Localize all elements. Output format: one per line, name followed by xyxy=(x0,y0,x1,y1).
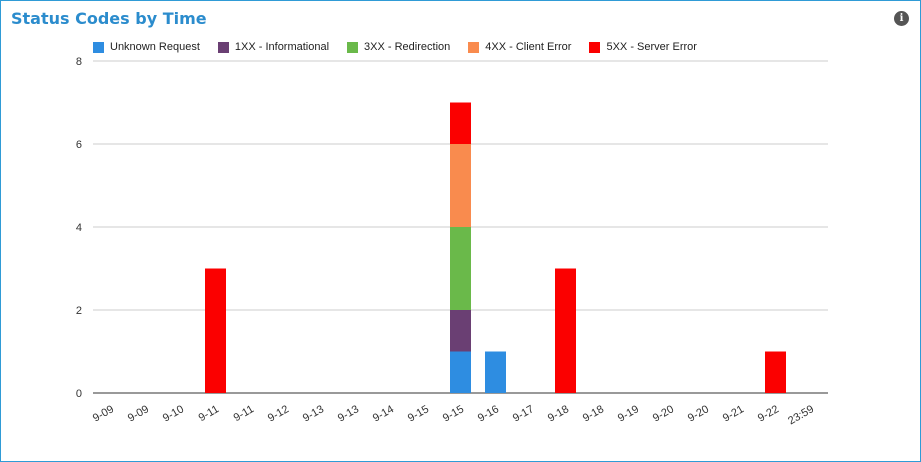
legend-label: 3XX - Redirection xyxy=(364,41,451,53)
x-tick-label: 9-20 xyxy=(651,403,676,424)
legend-label: Unknown Request xyxy=(110,41,200,53)
legend-label: 1XX - Informational xyxy=(234,41,330,53)
x-tick-label: 9-17 xyxy=(511,403,536,424)
x-tick-label: 9-15 xyxy=(406,403,431,424)
x-tick-label: 9-11 xyxy=(232,403,256,424)
chart-legend: Unknown Request 1XX - Informational 3XX - … xyxy=(93,41,715,53)
x-tick-label: 9-21 xyxy=(721,403,746,424)
bar-segment[interactable] xyxy=(450,144,471,227)
bar-segment[interactable] xyxy=(450,310,471,352)
legend-item[interactable]: 3XX - Redirection xyxy=(347,41,450,53)
bar-segment[interactable] xyxy=(555,268,576,394)
legend-item[interactable]: Unknown Request xyxy=(93,41,200,53)
y-tick-label: 2 xyxy=(76,305,82,317)
x-tick-label: 9-09 xyxy=(91,403,116,424)
y-tick-label: 8 xyxy=(76,56,82,68)
x-tick-label: 9-09 xyxy=(126,403,151,424)
info-icon[interactable]: i xyxy=(894,11,909,26)
legend-swatch xyxy=(347,41,359,53)
x-tick-label: 9-10 xyxy=(161,403,186,424)
x-tick-label: 9-18 xyxy=(546,403,571,424)
x-tick-label: 9-19 xyxy=(616,403,641,424)
bar-segment[interactable] xyxy=(205,268,226,394)
legend-swatch xyxy=(589,41,601,53)
y-tick-label: 4 xyxy=(76,222,82,234)
x-tick-label: 9-18 xyxy=(581,403,606,424)
legend-item[interactable]: 4XX - Client Error xyxy=(468,41,571,53)
legend-swatch xyxy=(93,41,104,53)
x-tick-label: 9-13 xyxy=(301,403,326,424)
y-tick-label: 6 xyxy=(76,139,82,151)
y-tick-label: 0 xyxy=(76,388,82,400)
legend-label: 5XX - Server Error xyxy=(606,41,697,53)
legend-swatch xyxy=(468,41,480,53)
bar-segment[interactable] xyxy=(450,351,471,394)
widget-title: Status Codes by Time xyxy=(11,9,207,28)
bar-segment[interactable] xyxy=(485,351,506,394)
legend-label: 4XX - Client Error xyxy=(485,41,572,53)
x-tick-label: 9-16 xyxy=(476,403,501,424)
legend-swatch xyxy=(217,41,229,53)
legend-item[interactable]: 5XX - Server Error xyxy=(589,41,697,53)
x-tick-label: 9-12 xyxy=(266,403,291,424)
legend-item[interactable]: 1XX - Informational xyxy=(217,41,330,53)
x-tick-label: 9-20 xyxy=(686,403,711,424)
x-tick-label: 9-11 xyxy=(197,403,221,424)
bar-segment[interactable] xyxy=(765,351,786,394)
x-tick-label: 9-14 xyxy=(371,403,396,424)
x-tick-label: 23:59 xyxy=(786,403,816,427)
x-tick-label: 9-22 xyxy=(756,403,781,424)
bar-segment[interactable] xyxy=(450,227,471,310)
x-tick-label: 9-15 xyxy=(441,403,466,424)
x-tick-label: 9-13 xyxy=(336,403,361,424)
bar-segment[interactable] xyxy=(450,102,471,145)
